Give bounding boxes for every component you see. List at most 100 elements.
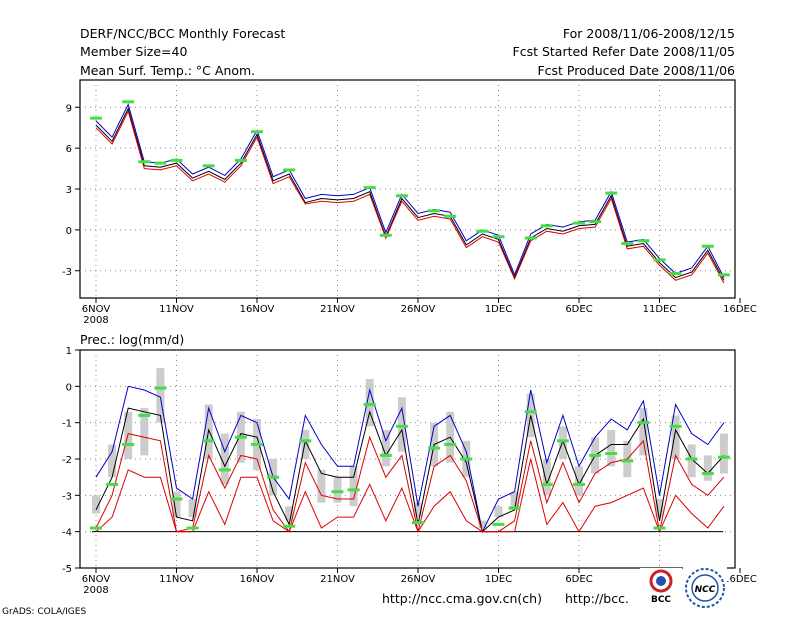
prec-obs-marker xyxy=(234,435,247,439)
temp-obs-marker xyxy=(573,221,585,225)
prec-ytick-label: -2 xyxy=(62,455,72,466)
prec-obs-marker xyxy=(653,526,666,530)
ncc-url: http://ncc.cma.gov.cn(ch) xyxy=(382,591,542,606)
prec-obs-marker xyxy=(299,439,312,443)
temp-obs-marker xyxy=(621,242,634,245)
prec-obs-marker xyxy=(573,482,585,486)
prec-obs-marker xyxy=(701,472,714,476)
temp-series-upper xyxy=(95,103,725,278)
prec-obs-marker xyxy=(331,490,344,494)
prec-obs-marker xyxy=(267,475,280,479)
prec-bar xyxy=(92,495,100,514)
bcc-logo: BCC xyxy=(640,568,682,608)
prec-bar xyxy=(349,466,358,507)
prec-obs-marker xyxy=(218,468,231,472)
prec-obs-marker xyxy=(138,413,151,417)
prec-obs-marker xyxy=(379,453,392,457)
prec-obs-marker xyxy=(621,459,634,463)
prec-xtick-label: 1DEC xyxy=(485,574,512,585)
ncc-logo: NCC xyxy=(683,566,727,610)
prec-obs-marker xyxy=(637,421,650,425)
variable-label: Mean Surf. Temp.: °C Anom. xyxy=(80,63,255,78)
forecast-produced-date: Fcst Produced Date 2008/11/06 xyxy=(537,63,735,78)
prec-bar xyxy=(397,397,406,452)
temp-xtick-year: 2008 xyxy=(83,315,108,326)
prec-obs-marker xyxy=(202,439,215,443)
temp-xtick-label: 6NOV xyxy=(82,304,111,315)
temp-obs-marker xyxy=(476,229,489,233)
prec-bar xyxy=(156,368,165,423)
prec-obs-marker xyxy=(669,424,682,428)
temp-ytick-label: 0 xyxy=(66,226,72,237)
precip-title: Prec.: log(mm/d) xyxy=(80,332,184,347)
temp-obs-marker xyxy=(589,220,602,224)
prec-bar xyxy=(687,444,696,478)
temp-obs-marker xyxy=(701,244,714,248)
temp-obs-marker xyxy=(605,191,618,195)
prec-bar xyxy=(301,429,310,459)
prec-obs-marker xyxy=(524,410,537,414)
temp-xtick-label: 21NOV xyxy=(320,304,355,315)
temp-obs-marker xyxy=(283,168,296,172)
prec-bar xyxy=(703,455,712,481)
temp-series-mean xyxy=(95,107,725,281)
bcc-logo-text: BCC xyxy=(651,595,671,605)
temp-obs-marker xyxy=(492,235,505,239)
temp-xtick-label: 16DEC xyxy=(723,304,757,315)
prec-bar xyxy=(172,491,181,518)
prec-bar xyxy=(575,466,583,496)
bcc-url: http://bcc. xyxy=(565,591,629,606)
prec-obs-marker xyxy=(508,506,521,510)
prec-ytick-label: -3 xyxy=(62,491,72,502)
temp-obs-marker xyxy=(154,161,167,165)
temp-xtick-label: 16NOV xyxy=(240,304,275,315)
prec-obs-marker xyxy=(428,446,441,450)
prec-obs-marker xyxy=(363,403,376,406)
temp-xtick-label: 26NOV xyxy=(401,304,436,315)
temp-frame xyxy=(79,79,736,299)
temp-obs-marker xyxy=(379,233,392,237)
forecast-start-date: Fcst Started Refer Date 2008/11/05 xyxy=(513,44,736,59)
chart-title: DERF/NCC/BCC Monthly Forecast xyxy=(80,26,285,41)
prec-obs-marker xyxy=(460,457,473,461)
prec-obs-marker xyxy=(492,522,505,526)
prec-series-mean xyxy=(95,407,725,533)
prec-bar xyxy=(671,415,680,459)
prec-obs-marker xyxy=(444,442,457,446)
temp-xtick-label: 1DEC xyxy=(485,304,512,315)
temp-obs-marker xyxy=(428,209,441,213)
temp-obs-marker xyxy=(234,158,247,162)
prec-ytick-label: 1 xyxy=(66,346,72,357)
prec-series-upper xyxy=(95,385,725,534)
prec-obs-marker xyxy=(412,521,424,525)
prec-xtick-year: 2008 xyxy=(83,585,108,596)
prec-obs-marker xyxy=(170,497,183,501)
prec-bar xyxy=(381,429,390,467)
prec-obs-marker xyxy=(685,457,698,461)
prec-series-lower2 xyxy=(95,458,725,534)
prec-bar xyxy=(478,520,487,529)
temp-obs-marker xyxy=(653,258,666,262)
prec-xtick-label: 11NOV xyxy=(159,574,194,585)
temp-ytick-label: 3 xyxy=(66,185,72,196)
prec-frame xyxy=(79,349,736,569)
temp-obs-marker xyxy=(90,116,102,120)
prec-bar xyxy=(365,379,374,427)
ncc-logo-text: NCC xyxy=(695,585,716,595)
temp-obs-marker xyxy=(717,273,730,277)
temp-obs-marker xyxy=(637,239,650,243)
prec-xtick-label: 26NOV xyxy=(401,574,436,585)
prec-xtick-label: 16DEC xyxy=(723,574,757,585)
prec-xtick-label: 6NOV xyxy=(82,574,111,585)
prec-xtick-label: 21NOV xyxy=(320,574,355,585)
prec-ytick-label: -4 xyxy=(62,528,72,539)
prec-bar xyxy=(220,433,229,485)
temp-obs-marker xyxy=(170,158,183,162)
prec-bar xyxy=(285,506,294,521)
prec-bar xyxy=(719,433,728,474)
prec-obs-marker xyxy=(717,455,730,459)
temp-obs-marker xyxy=(524,236,537,240)
